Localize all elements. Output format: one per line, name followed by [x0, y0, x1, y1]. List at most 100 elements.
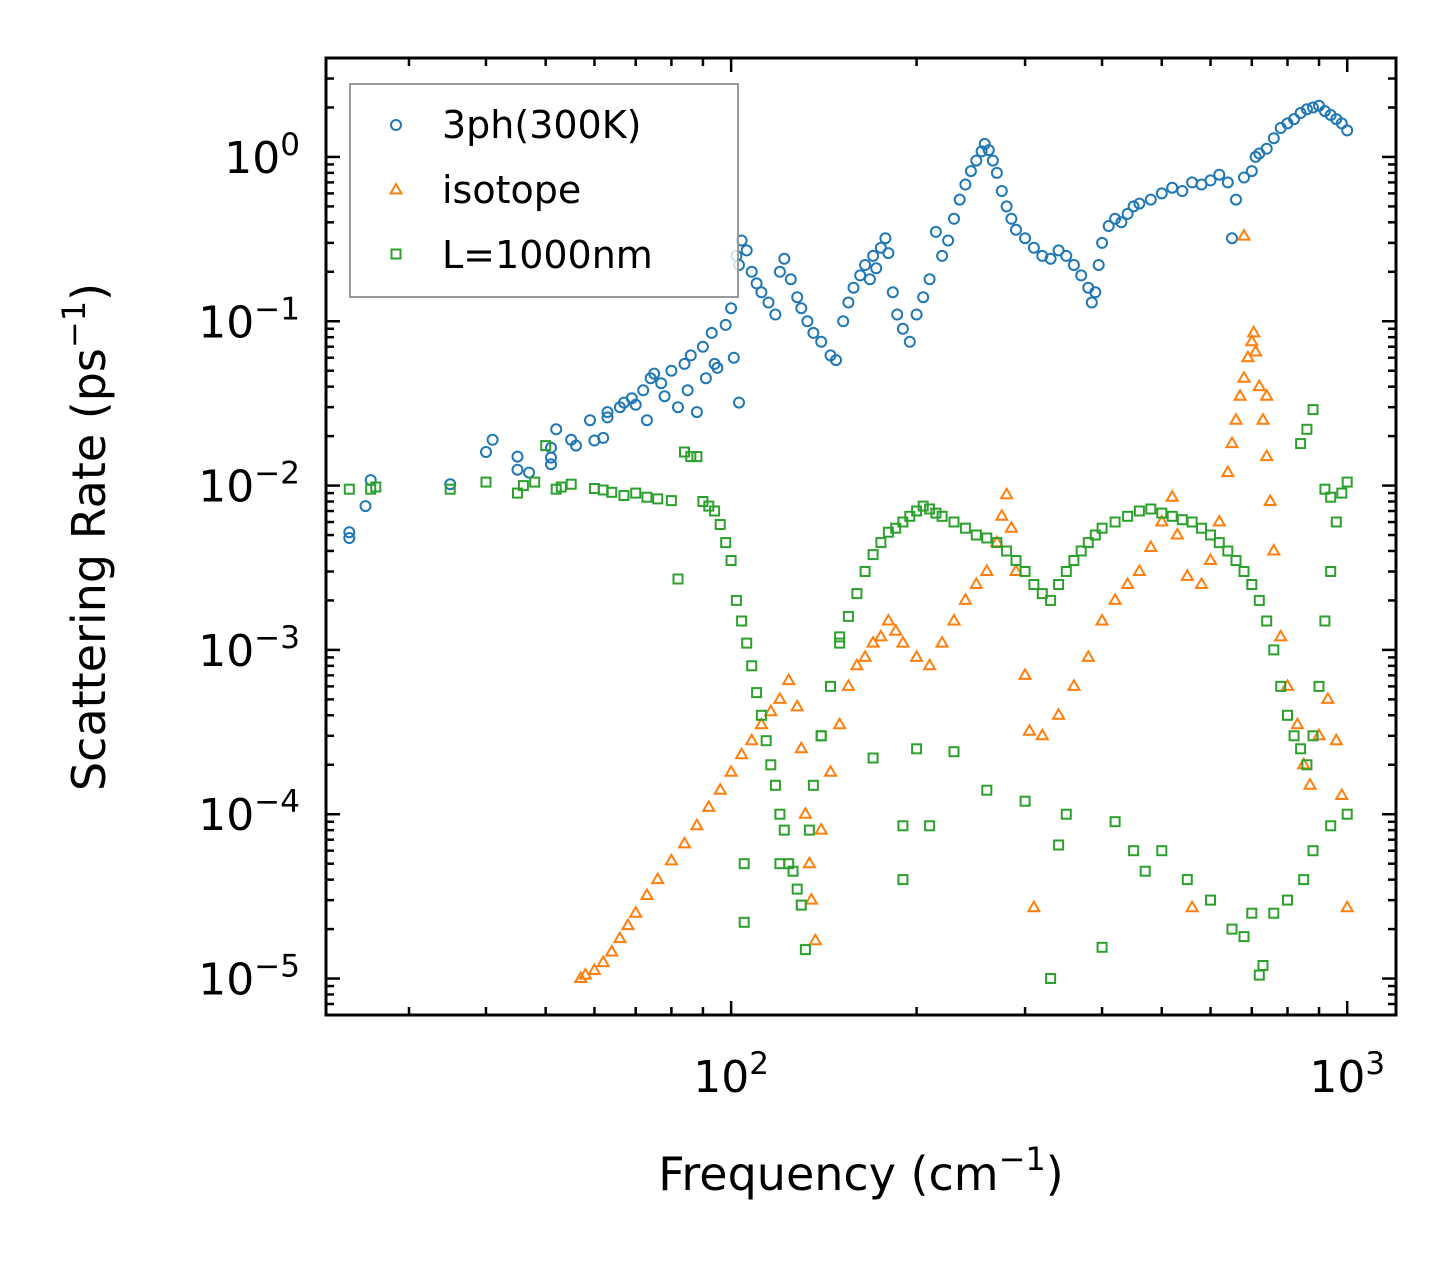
data-point: [1045, 973, 1057, 984]
data-point: [684, 349, 697, 362]
data-point: [650, 871, 665, 885]
data-point: [857, 649, 873, 662]
data-point: [1010, 223, 1022, 236]
data-point: [1252, 378, 1267, 392]
data-point: [1325, 491, 1337, 503]
y-tick-label: 10−5: [198, 949, 300, 1006]
data-point: [1060, 808, 1072, 820]
data-point: [1122, 510, 1134, 522]
data-point: [681, 384, 694, 397]
data-point: [948, 746, 960, 758]
data-point: [480, 446, 492, 458]
data-point: [929, 225, 942, 238]
data-point: [1109, 212, 1122, 225]
data-point: [888, 623, 903, 636]
data-point: [545, 451, 557, 464]
data-point: [1246, 324, 1261, 338]
data-point: [813, 822, 829, 835]
data-point: [807, 779, 819, 791]
data-point: [936, 510, 948, 522]
data-point: [1096, 522, 1108, 534]
data-point: [1246, 579, 1258, 590]
data-point: [1329, 732, 1344, 746]
data-point: [897, 874, 909, 886]
series-2: [343, 404, 1353, 984]
data-point: [1301, 759, 1313, 771]
data-point: [1203, 552, 1218, 565]
data-point: [1166, 181, 1179, 194]
data-point: [1155, 187, 1168, 200]
data-point: [1273, 628, 1288, 642]
data-point: [891, 308, 904, 321]
data-point: [1164, 489, 1180, 502]
data-point: [1170, 527, 1185, 540]
data-point: [1019, 795, 1031, 807]
data-point: [725, 555, 737, 566]
data-point: [1019, 566, 1031, 577]
data-point: [1213, 168, 1226, 181]
data-point: [597, 431, 610, 444]
data-point: [917, 291, 930, 304]
data-point: [1092, 259, 1105, 271]
data-point: [738, 858, 750, 870]
data-point: [834, 637, 846, 649]
data-point: [1001, 545, 1013, 557]
data-point: [1334, 787, 1350, 800]
data-point: [751, 687, 763, 699]
data-point: [1236, 228, 1252, 241]
data-point: [773, 265, 786, 278]
data-point: [849, 657, 865, 671]
data-point: [890, 522, 902, 534]
data-point: [733, 396, 745, 409]
data-point: [512, 487, 523, 499]
data-point: [444, 483, 456, 495]
data-point: [1307, 730, 1319, 742]
data-point: [1288, 730, 1300, 742]
data-point: [1311, 727, 1327, 741]
data-point: [672, 401, 684, 414]
data-point: [705, 326, 718, 339]
data-point: [867, 752, 879, 764]
data-point: [1301, 423, 1313, 435]
data-point: [628, 905, 643, 918]
data-point: [595, 954, 611, 968]
data-point: [1205, 529, 1216, 541]
legend-label-l1000nm: L=1000nm: [442, 233, 653, 277]
data-point: [948, 516, 960, 528]
data-point: [903, 335, 916, 348]
y-tick-label: 10−2: [198, 456, 300, 513]
data-point: [746, 660, 758, 672]
legend-marker-circle: [390, 119, 402, 131]
data-point: [665, 364, 678, 377]
data-point: [1336, 487, 1348, 499]
data-point: [815, 335, 828, 348]
data-point: [842, 296, 855, 309]
data-point: [734, 746, 749, 760]
data-point: [343, 483, 355, 495]
data-point: [763, 703, 779, 717]
data-point: [778, 252, 791, 265]
data-point: [774, 808, 786, 820]
data-point: [1253, 594, 1265, 606]
data-point: [765, 759, 777, 771]
legend-label-3ph: 3ph(300K): [442, 103, 641, 147]
data-point: [741, 637, 753, 649]
data-point: [808, 932, 823, 946]
data-point: [1096, 236, 1109, 249]
data-point: [678, 357, 691, 370]
data-point: [769, 779, 781, 791]
data-point: [958, 592, 973, 605]
data-point: [641, 491, 653, 503]
data-point: [1230, 555, 1242, 566]
data-point: [823, 764, 838, 777]
data-point: [1230, 193, 1242, 206]
data-point: [946, 613, 962, 626]
data-point: [994, 508, 1010, 521]
data-point: [863, 273, 876, 286]
data-point: [655, 377, 668, 390]
data-point: [1282, 709, 1293, 721]
data-point: [834, 631, 846, 643]
data-point: [930, 507, 942, 519]
data-point: [1257, 960, 1269, 971]
